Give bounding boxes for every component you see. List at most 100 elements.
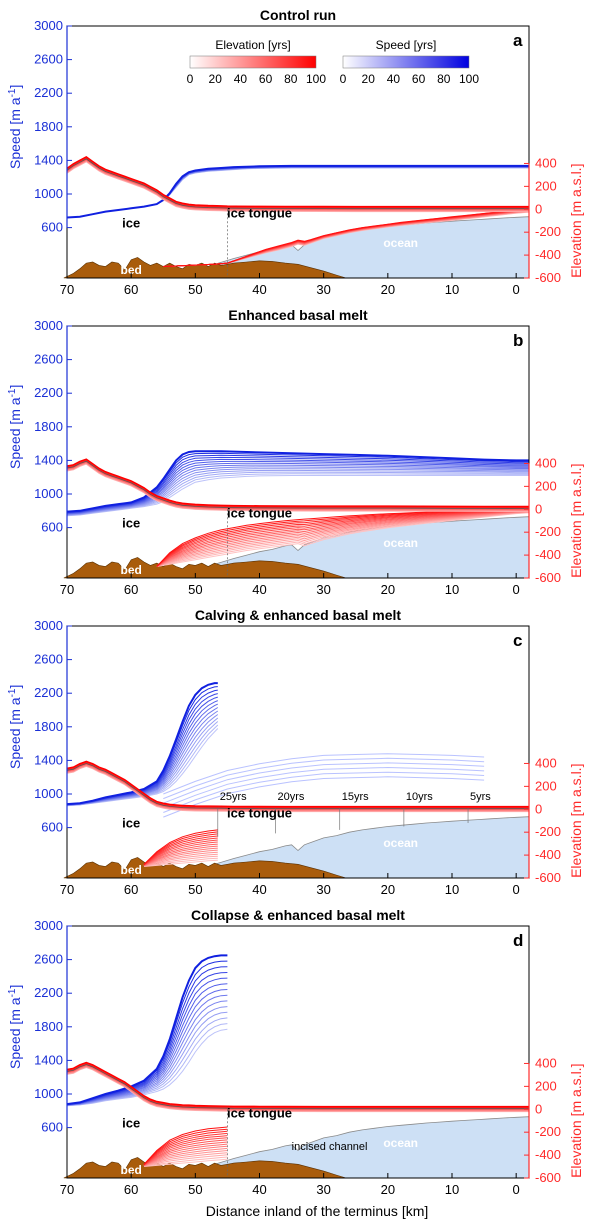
elevation-base-line-5 (156, 511, 530, 567)
y-left-tick-label: 2600 (34, 52, 63, 67)
panel-title: Enhanced basal melt (228, 307, 368, 323)
speed-line-10 (66, 693, 218, 805)
elevation-base-line-5 (143, 849, 218, 867)
panel-title: Collapse & enhanced basal melt (191, 907, 405, 923)
legend-speed-tick: 20 (362, 72, 376, 86)
speed-line-13 (66, 450, 529, 513)
elevation-base-line-7 (156, 510, 530, 567)
ice-label: ice (122, 816, 140, 831)
y-left-axis-label: Speed [m a-1] (7, 985, 24, 1069)
elevation-surface-line-7 (66, 458, 529, 508)
x-tick-label: 10 (445, 882, 459, 897)
elevation-base-line-2 (143, 1154, 228, 1167)
elevation-base-line-8 (156, 510, 530, 567)
y-right-tick-label: 0 (535, 801, 542, 816)
y-left-tick-label: 3000 (34, 618, 63, 633)
legend-elevation-label: Elevation [yrs] (215, 38, 290, 52)
panel-letter: a (513, 31, 523, 50)
bed-area (63, 1157, 347, 1179)
y-right-tick-label: -600 (535, 870, 561, 885)
elevation-base-line-5 (143, 1147, 228, 1167)
elevation-base-line-15 (143, 1126, 228, 1165)
elevation-base-line-2 (156, 511, 530, 567)
y-right-tick-label: 0 (535, 1101, 542, 1116)
legend-speed-tick: 80 (437, 72, 451, 86)
elevation-base-line-6 (143, 847, 218, 867)
elevation-base-line-7 (143, 1143, 228, 1166)
elevation-base-line-9 (143, 841, 218, 866)
elevation-surface-final (66, 158, 529, 210)
y-right-axis-label: Elevation [m a.s.l.] (568, 764, 584, 878)
legend-elevation-tick: 60 (259, 72, 273, 86)
calving-front-label-2: 15yrs (342, 791, 369, 803)
ice-tongue-label: ice tongue (227, 805, 292, 820)
y-left-tick-label: 1000 (34, 186, 63, 201)
y-left-tick-label: 600 (41, 220, 63, 235)
y-left-tick-label: 1400 (34, 152, 63, 167)
ocean-label: ocean (383, 836, 418, 850)
elevation-base-line-15 (143, 829, 218, 865)
x-tick-label: 20 (381, 882, 395, 897)
x-tick-label: 50 (188, 882, 202, 897)
ocean-label: ocean (383, 236, 418, 250)
bed-label: bed (120, 863, 141, 877)
legend-speed-tick: 100 (459, 72, 479, 86)
elevation-base-line-10 (143, 839, 218, 866)
elevation-base-line-1 (143, 857, 218, 867)
y-left-tick-label: 600 (41, 1120, 63, 1135)
elevation-base-line-2 (143, 855, 218, 867)
x-tick-label: 40 (252, 1182, 266, 1197)
x-tick-label: 60 (124, 1182, 138, 1197)
y-right-tick-label: 400 (535, 455, 557, 470)
y-right-tick-label: 200 (535, 778, 557, 793)
x-tick-label: 70 (60, 1182, 74, 1197)
ice-tongue-label: ice tongue (227, 505, 292, 520)
speed-line-4 (66, 1006, 228, 1106)
y-right-axis-label: Elevation [m a.s.l.] (568, 1064, 584, 1178)
x-tick-label: 30 (316, 582, 330, 597)
panel-d: incised channel ice bed ocean ice tongue Coll… (7, 907, 585, 1197)
speed-tongue-line-5 (163, 776, 485, 818)
legend-speed-tick: 60 (412, 72, 426, 86)
elevation-base-line-1 (143, 1156, 228, 1167)
y-right-tick-label: -400 (535, 1147, 561, 1162)
calving-front-label-4: 5yrs (470, 791, 491, 803)
y-right-tick-label: 200 (535, 178, 557, 193)
bed-area (63, 557, 347, 579)
x-tick-label: 20 (381, 1182, 395, 1197)
speed-tongue-line-3 (163, 766, 485, 809)
bed-area (63, 857, 347, 879)
calving-front-label-1: 20yrs (278, 791, 305, 803)
legend-elevation-colorbar (189, 55, 317, 69)
legend-elevation-tick: 80 (284, 72, 298, 86)
speed-tongue-line-4 (163, 771, 485, 813)
y-left-tick-label: 2600 (34, 952, 63, 967)
y-right-tick-label: 200 (535, 1078, 557, 1093)
elevation-base-line-3 (143, 1152, 228, 1167)
y-left-tick-label: 1000 (34, 486, 63, 501)
ocean-label: ocean (383, 1136, 418, 1150)
ice-label: ice (122, 516, 140, 531)
ice-label: ice (122, 216, 140, 231)
x-tick-label: 40 (252, 882, 266, 897)
panel-b: ice bed ocean ice tongue Enhanced basal melt… (7, 307, 585, 597)
elevation-base-line-11 (143, 837, 218, 866)
elevation-base-line-6 (143, 1145, 228, 1167)
panel-letter: d (513, 931, 523, 950)
x-tick-label: 30 (316, 1182, 330, 1197)
panel-title: Calving & enhanced basal melt (195, 607, 402, 623)
elevation-surface-final (66, 460, 529, 509)
x-tick-label: 10 (445, 1182, 459, 1197)
bed-area (63, 257, 347, 279)
y-left-tick-label: 1000 (34, 1086, 63, 1101)
legend-speed-tick: 40 (387, 72, 401, 86)
legend-speed-colorbar (342, 55, 470, 69)
legend-elevation-tick: 100 (306, 72, 326, 86)
elevation-surface-line-7 (66, 760, 529, 808)
y-right-tick-label: 400 (535, 155, 557, 170)
x-axis-label: Distance inland of the terminus [km] (206, 1203, 429, 1219)
panel-letter: b (513, 331, 523, 350)
y-right-tick-label: -200 (535, 824, 561, 839)
elevation-base-line-3 (143, 853, 218, 867)
